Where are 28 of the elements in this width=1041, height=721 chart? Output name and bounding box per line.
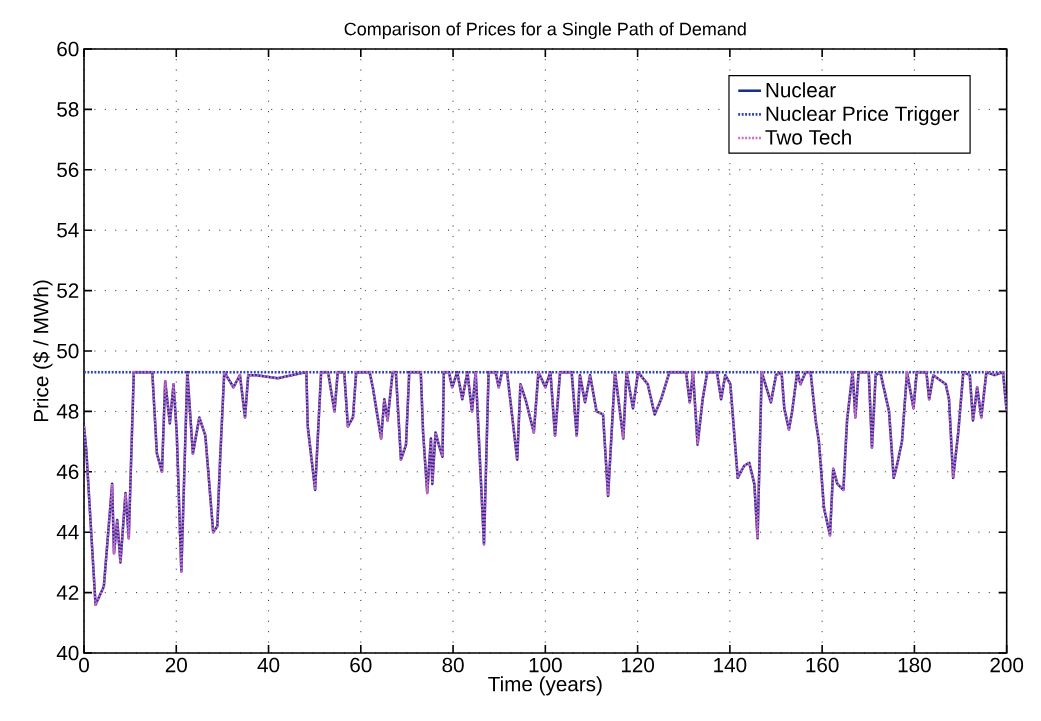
- y-tick-label: 60: [57, 41, 79, 57]
- y-tick-label: 54: [57, 222, 79, 238]
- x-tick-label: 100: [529, 657, 562, 673]
- y-axis-title: Price ($ / MWh): [32, 280, 53, 422]
- x-tick-label: 140: [714, 657, 747, 673]
- x-tick-label: 40: [257, 657, 280, 673]
- x-tick-label: 180: [898, 657, 931, 673]
- x-tick-label: 80: [442, 657, 464, 673]
- chart-title: Comparison of Prices for a Single Path of Demand: [344, 22, 746, 39]
- x-tick-label: 60: [350, 657, 372, 673]
- y-tick-label: 44: [56, 525, 79, 540]
- x-tick-label: 120: [621, 657, 655, 673]
- legend-label: Two Tech: [765, 129, 851, 145]
- y-tick-label: 52: [57, 283, 79, 298]
- y-tick-label: 46: [56, 464, 79, 480]
- y-tick-label: 58: [57, 102, 79, 117]
- x-tick-label: 160: [806, 657, 839, 673]
- x-tick-label: 0: [79, 657, 89, 673]
- x-tick-label: 200: [990, 657, 1024, 673]
- x-tick-label: 20: [165, 657, 187, 673]
- x-axis-title: Time (years): [488, 676, 602, 696]
- y-tick-label: 56: [57, 162, 79, 178]
- y-tick-label: 50: [57, 343, 79, 359]
- y-tick-label: 40: [56, 645, 79, 661]
- legend-label: Nuclear Price Trigger: [766, 105, 960, 126]
- y-tick-label: 48: [56, 404, 79, 419]
- y-tick-label: 42: [56, 585, 79, 600]
- legend-label: Nuclear: [766, 82, 836, 98]
